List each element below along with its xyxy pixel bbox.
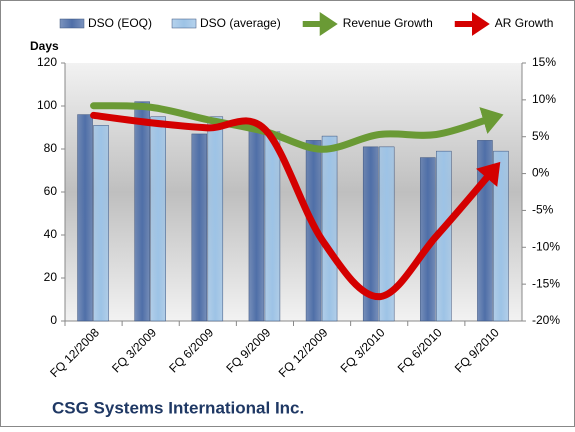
y-tick-label: 60	[44, 184, 58, 198]
bar	[493, 150, 509, 322]
legend-label: DSO (average)	[200, 16, 281, 30]
plot-area	[65, 63, 522, 321]
line	[90, 111, 501, 301]
y-tick-label: 120	[37, 55, 57, 69]
y-axis-title: Days	[30, 39, 59, 53]
bar	[150, 116, 166, 322]
legend-label: Revenue Growth	[343, 16, 433, 30]
bar	[264, 131, 281, 322]
y2-tick-label: 10%	[532, 92, 556, 106]
legend-swatch	[171, 18, 197, 29]
legend-label: DSO (EOQ)	[88, 16, 152, 30]
bar	[477, 140, 493, 322]
legend-label: AR Growth	[495, 16, 554, 30]
bar	[207, 116, 224, 322]
y2-tick-label: -20%	[532, 313, 560, 327]
y2-tick-label: -5%	[532, 203, 554, 217]
bar	[93, 125, 109, 322]
y-tick-label: 40	[44, 227, 58, 241]
bar	[77, 114, 93, 322]
y2-tick-label: 0%	[532, 166, 550, 180]
chart-title: CSG Systems International Inc.	[52, 398, 304, 417]
bar	[362, 146, 379, 322]
bar	[248, 129, 265, 322]
y2-tick-label: 5%	[532, 129, 550, 143]
bar	[321, 135, 338, 322]
bar	[191, 133, 208, 322]
legend-swatch	[59, 18, 85, 29]
y2-tick-label: -15%	[532, 276, 560, 290]
line	[90, 102, 504, 153]
y2-tick-label: 15%	[532, 55, 556, 69]
bar	[134, 101, 150, 322]
y-tick-label: 100	[37, 98, 57, 112]
y-tick-label: 20	[44, 270, 58, 284]
bar	[378, 146, 395, 322]
y-tick-label: 0	[50, 313, 57, 327]
y2-tick-label: -10%	[532, 239, 560, 253]
y-tick-label: 80	[44, 141, 58, 155]
